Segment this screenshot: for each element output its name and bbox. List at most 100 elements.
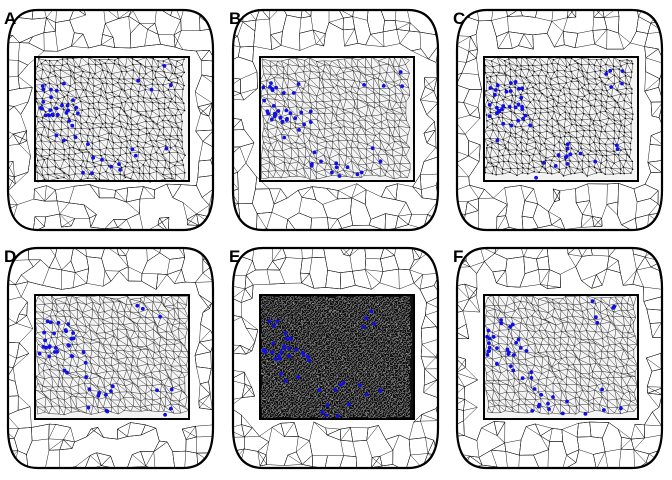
- sample-point: [378, 388, 383, 393]
- sample-point: [270, 350, 275, 355]
- outer-mesh: [233, 248, 438, 468]
- sample-point: [278, 116, 283, 120]
- sample-point: [355, 172, 360, 177]
- panel-label: A: [4, 9, 16, 28]
- sample-point: [55, 112, 60, 117]
- sample-point: [105, 409, 110, 414]
- inner-boundary: [259, 294, 415, 420]
- sample-point: [285, 116, 289, 121]
- sample-point: [65, 370, 69, 375]
- sample-point: [486, 328, 491, 333]
- sample-point: [41, 87, 46, 92]
- sample-point: [602, 408, 606, 412]
- sample-point: [42, 330, 46, 335]
- sample-point: [620, 81, 624, 86]
- sample-point: [62, 81, 66, 86]
- sample-point: [499, 318, 503, 322]
- sample-point: [519, 95, 524, 100]
- sample-point: [378, 159, 383, 164]
- sample-point: [62, 368, 67, 373]
- sample-point: [287, 354, 291, 358]
- sample-point: [504, 89, 509, 94]
- sample-point: [81, 350, 86, 354]
- sample-point: [140, 306, 145, 311]
- panel-d: D: [4, 246, 215, 470]
- inner-mesh: [34, 294, 190, 419]
- sample-point: [611, 306, 615, 310]
- sample-point: [288, 336, 292, 341]
- sample-point: [619, 406, 623, 411]
- sample-point: [507, 104, 512, 109]
- sample-point: [534, 175, 538, 180]
- sample-point: [283, 331, 288, 336]
- sample-point: [600, 387, 604, 392]
- sample-point: [320, 410, 325, 415]
- sample-point: [359, 170, 364, 175]
- sample-point: [542, 161, 546, 165]
- sample-point: [297, 127, 301, 132]
- sample-point: [520, 86, 525, 91]
- sample-point: [509, 364, 513, 368]
- sample-point: [312, 150, 317, 155]
- sample-point: [169, 406, 173, 411]
- sample-point: [508, 324, 512, 329]
- sample-point: [529, 370, 534, 375]
- sample-point: [485, 353, 490, 357]
- sample-point: [532, 387, 537, 391]
- sample-point: [155, 388, 159, 393]
- outer-mesh-lines: [457, 10, 662, 230]
- outer-boundary: [455, 8, 664, 232]
- sample-point: [109, 164, 114, 169]
- sample-point: [48, 108, 53, 112]
- outer-mesh: [457, 10, 662, 230]
- sample-point: [91, 155, 96, 160]
- sample-point: [524, 349, 529, 353]
- sample-point: [565, 146, 570, 151]
- sample-point: [60, 103, 64, 108]
- panel-label: F: [453, 247, 463, 266]
- sample-point: [609, 85, 614, 89]
- panel-label: E: [229, 247, 240, 266]
- sample-point: [47, 113, 52, 118]
- sample-point: [48, 320, 53, 325]
- sample-point: [66, 343, 71, 347]
- sample-point: [620, 69, 625, 73]
- sample-point: [296, 375, 300, 379]
- sample-point: [508, 89, 513, 93]
- outer-boundary: [231, 8, 440, 232]
- sample-point: [608, 68, 613, 73]
- sample-point: [565, 142, 570, 147]
- sample-point: [279, 350, 284, 354]
- sample-point: [45, 319, 50, 324]
- sample-point: [136, 78, 141, 83]
- sample-point: [493, 92, 497, 97]
- sample-point: [513, 105, 518, 110]
- sample-point: [291, 91, 296, 95]
- sample-point: [278, 357, 282, 361]
- sample-point: [86, 142, 90, 147]
- outer-mesh-lines: [233, 10, 438, 230]
- sample-point: [275, 319, 280, 324]
- sample-point: [513, 80, 518, 84]
- sample-point: [556, 153, 561, 157]
- sample-point: [381, 84, 386, 88]
- sample-point: [266, 111, 270, 116]
- sample-point: [62, 138, 66, 143]
- sample-point: [50, 112, 55, 117]
- sample-point: [325, 403, 330, 407]
- sample-point: [97, 391, 101, 396]
- sample-point: [486, 349, 491, 354]
- sample-point: [47, 345, 52, 349]
- sample-point: [551, 395, 555, 399]
- mesh-nodes: [259, 294, 413, 420]
- sample-point: [501, 104, 506, 108]
- sample-point: [100, 157, 104, 162]
- sample-point: [276, 109, 281, 113]
- inner-mesh-lines: [484, 56, 634, 177]
- sample-point: [71, 98, 75, 102]
- panel-e: E: [229, 246, 440, 470]
- sample-point: [553, 164, 558, 168]
- sample-point: [496, 108, 501, 113]
- sample-point: [495, 138, 500, 143]
